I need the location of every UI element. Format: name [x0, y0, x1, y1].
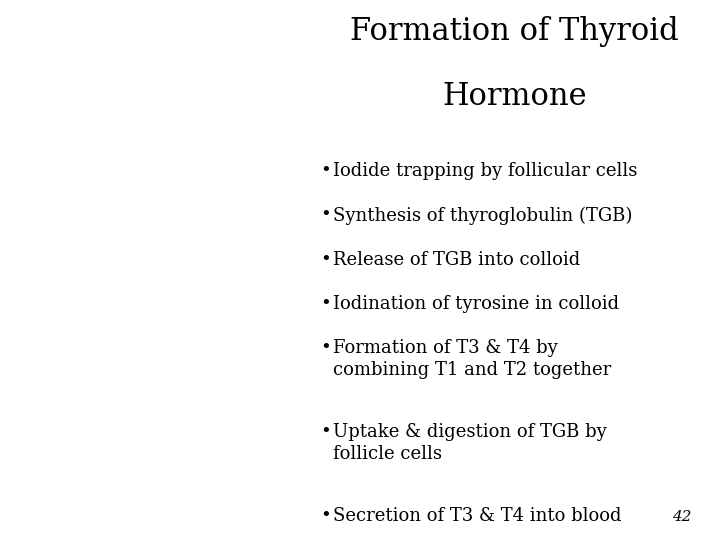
Text: Formation of T3 & T4 by
combining T1 and T2 together: Formation of T3 & T4 by combining T1 and… — [333, 339, 611, 379]
Text: •: • — [320, 206, 331, 224]
Text: Formation of Thyroid: Formation of Thyroid — [351, 16, 679, 47]
Text: Synthesis of thyroglobulin (TGB): Synthesis of thyroglobulin (TGB) — [333, 206, 632, 225]
Text: •: • — [320, 162, 331, 180]
Text: •: • — [320, 251, 331, 268]
Text: Iodination of tyrosine in colloid: Iodination of tyrosine in colloid — [333, 295, 618, 313]
Text: •: • — [320, 423, 331, 441]
Text: •: • — [320, 339, 331, 357]
Text: •: • — [320, 508, 331, 525]
Text: Secretion of T3 & T4 into blood: Secretion of T3 & T4 into blood — [333, 508, 621, 525]
Text: Hormone: Hormone — [443, 81, 587, 112]
Text: 42: 42 — [672, 510, 691, 524]
Text: Uptake & digestion of TGB by
follicle cells: Uptake & digestion of TGB by follicle ce… — [333, 423, 606, 463]
Text: Release of TGB into colloid: Release of TGB into colloid — [333, 251, 580, 268]
Text: •: • — [320, 295, 331, 313]
Text: Iodide trapping by follicular cells: Iodide trapping by follicular cells — [333, 162, 637, 180]
